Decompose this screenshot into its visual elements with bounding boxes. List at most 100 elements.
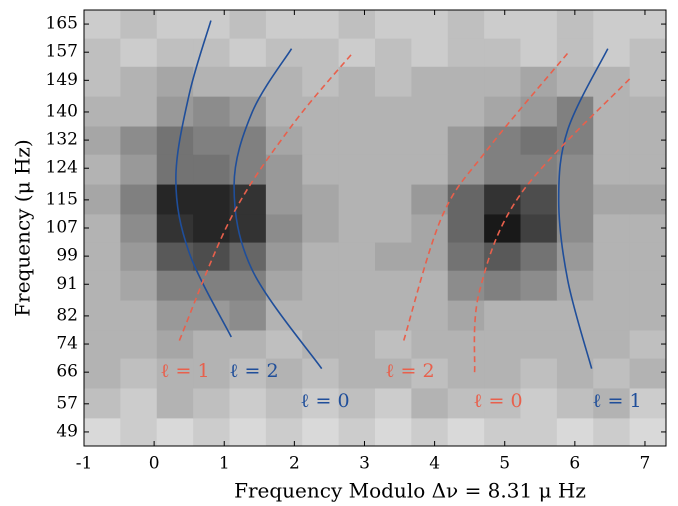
curve-label: ℓ = 2 (229, 360, 278, 382)
heat-cell (520, 270, 558, 301)
heat-cell (411, 154, 449, 185)
heat-cell (520, 96, 558, 127)
heat-cell (229, 358, 267, 389)
heat-cell (556, 213, 594, 243)
heat-cell (265, 387, 303, 419)
heat-cell (265, 10, 303, 39)
heat-cell (120, 66, 158, 97)
heat-cell (84, 270, 121, 301)
heat-cell (520, 126, 558, 155)
heat-cell (556, 38, 594, 67)
heat-cell (411, 184, 449, 215)
y-tick-label: 49 (56, 421, 78, 441)
heat-cell (629, 66, 667, 97)
curve-label: ℓ = 1 (160, 360, 209, 382)
heat-cell (556, 387, 594, 419)
heat-cell (375, 184, 412, 215)
heat-cell (520, 242, 558, 271)
heat-cell (411, 417, 449, 447)
heat-cell (375, 96, 412, 127)
y-tick-label: 57 (56, 393, 78, 413)
heat-cell (338, 96, 376, 127)
heat-cell (193, 184, 230, 215)
heat-cell (156, 10, 194, 39)
heat-cell (229, 126, 267, 155)
heat-cell (375, 242, 412, 271)
heat-cell (120, 96, 158, 127)
heat-cell (484, 96, 521, 127)
heat-cell (120, 417, 158, 447)
heat-cell (84, 38, 121, 67)
heat-cell (302, 329, 340, 359)
heat-cell (120, 10, 158, 39)
heat-cell (593, 184, 631, 215)
heat-cell (447, 242, 485, 271)
y-tick-label: 115 (46, 189, 78, 209)
heat-cell (193, 300, 230, 331)
heat-cell (338, 270, 376, 301)
heat-cell (375, 329, 412, 359)
heat-cell (156, 329, 194, 359)
heat-cell (193, 213, 230, 243)
heat-cell (302, 154, 340, 185)
heat-cell (302, 417, 340, 447)
heat-cell (447, 358, 485, 389)
heat-cell (411, 66, 449, 97)
heat-cell (484, 184, 521, 215)
y-tick-label: 82 (56, 305, 78, 325)
heat-cell (629, 154, 667, 185)
x-tick-label: 0 (149, 454, 160, 474)
heat-cell (411, 242, 449, 271)
heat-cell (84, 387, 121, 419)
heat-cell (338, 38, 376, 67)
heat-cell (520, 154, 558, 185)
heat-cell (629, 38, 667, 67)
heat-cell (411, 387, 449, 419)
heat-cell (375, 38, 412, 67)
curve-label: ℓ = 2 (385, 360, 434, 382)
heat-cell (484, 358, 521, 389)
heat-cell (156, 66, 194, 97)
heat-cell (302, 300, 340, 331)
heat-cell (520, 184, 558, 215)
heat-cell (265, 66, 303, 97)
heat-cell (265, 358, 303, 389)
heat-cell (411, 300, 449, 331)
heat-cell (484, 66, 521, 97)
heat-cell (411, 270, 449, 301)
heat-cell (556, 184, 594, 215)
heat-cell (84, 66, 121, 97)
heat-cell (156, 417, 194, 447)
heat-cell (302, 387, 340, 419)
heat-cell (520, 38, 558, 67)
heat-cell (629, 270, 667, 301)
x-tick-label: -1 (76, 454, 93, 474)
y-tick-label: 140 (46, 101, 78, 121)
heat-cell (302, 10, 340, 39)
heat-cell (556, 300, 594, 331)
heat-cell (447, 154, 485, 185)
heat-cell (375, 66, 412, 97)
heat-cell (447, 387, 485, 419)
heat-cell (84, 213, 121, 243)
heat-cell (556, 358, 594, 389)
heat-cell (520, 10, 558, 39)
heat-cell (265, 213, 303, 243)
heat-cell (375, 387, 412, 419)
heat-cell (375, 417, 412, 447)
heat-cell (629, 184, 667, 215)
heat-cell (120, 387, 158, 419)
heat-cell (265, 300, 303, 331)
heat-cell (629, 126, 667, 155)
heat-cell (338, 126, 376, 155)
heat-cell (84, 358, 121, 389)
heat-cell (338, 387, 376, 419)
heat-cell (265, 270, 303, 301)
heat-cell (520, 66, 558, 97)
heat-cell (265, 38, 303, 67)
heat-cell (593, 417, 631, 447)
heat-cell (593, 387, 631, 419)
heat-cell (484, 242, 521, 271)
curve (402, 51, 570, 341)
